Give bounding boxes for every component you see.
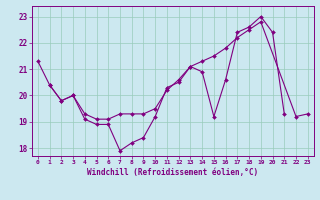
- X-axis label: Windchill (Refroidissement éolien,°C): Windchill (Refroidissement éolien,°C): [87, 168, 258, 177]
